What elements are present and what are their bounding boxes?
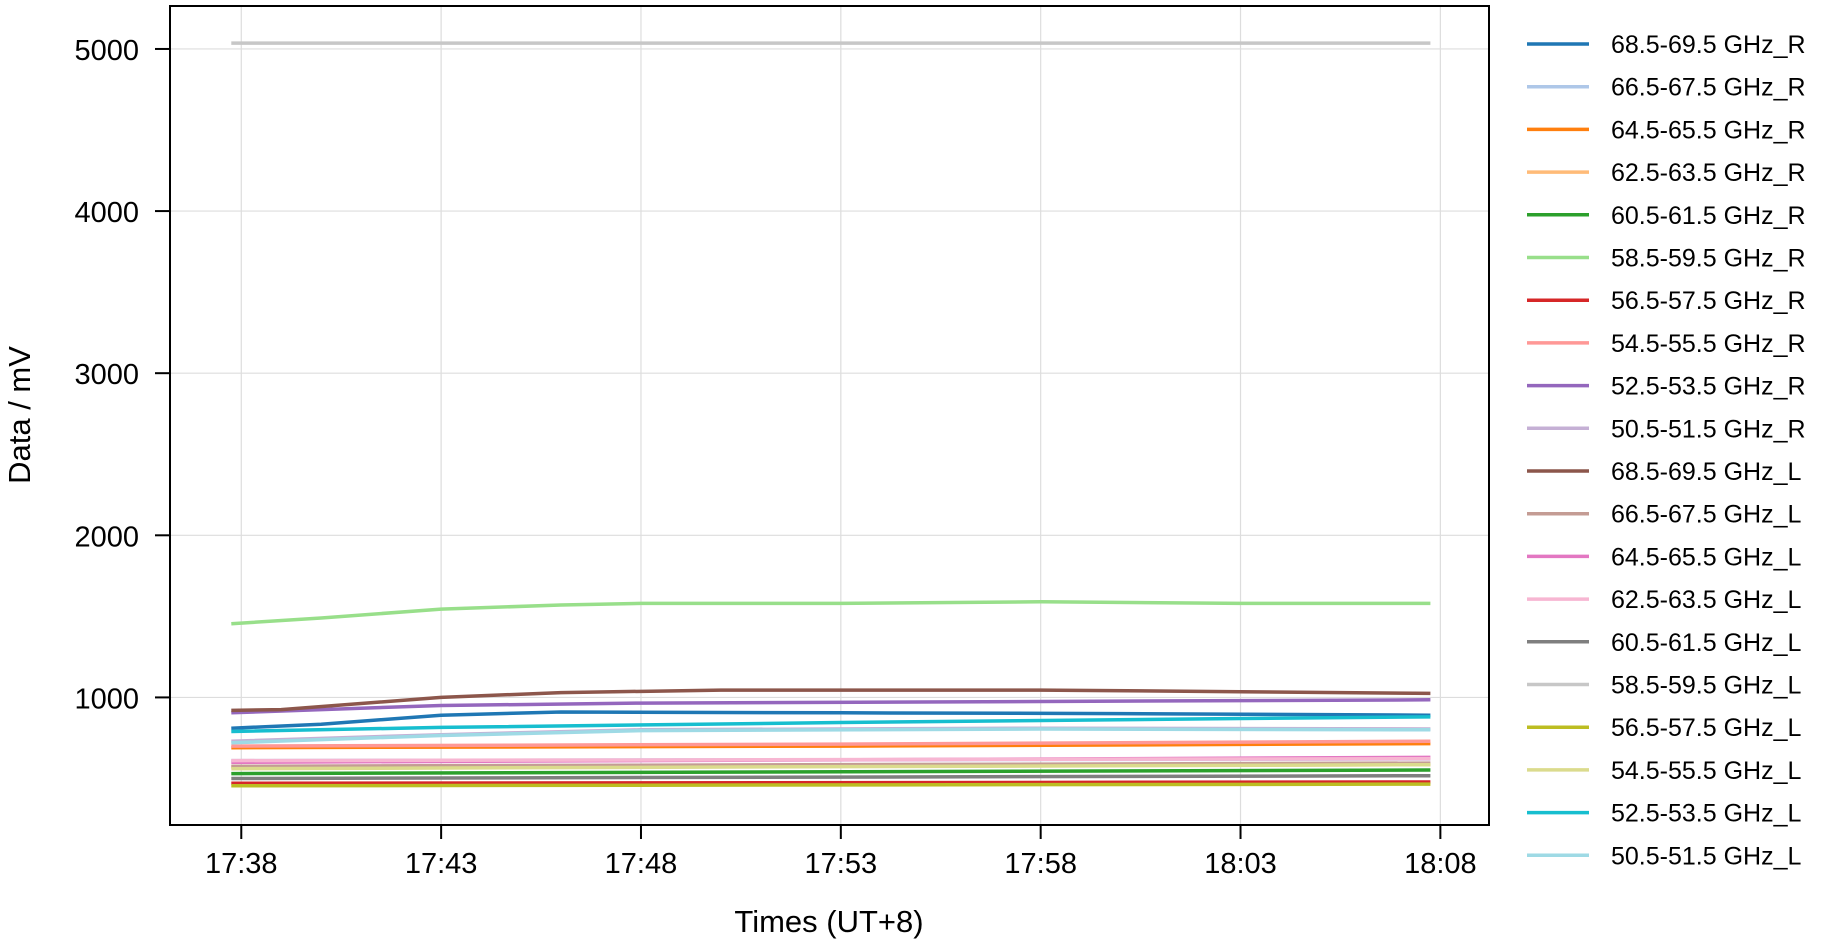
x-tick-label: 17:58 bbox=[1004, 848, 1077, 880]
series-line bbox=[231, 768, 1431, 776]
series-line bbox=[231, 739, 1431, 748]
legend-label: 58.5-59.5 GHz_L bbox=[1611, 672, 1801, 700]
plot-frame bbox=[169, 5, 1490, 826]
x-tick-label: 18:08 bbox=[1404, 848, 1477, 880]
x-axis: 17:38 17:43 17:48 17:53 17:58 18:03 18:08 bbox=[205, 825, 1477, 880]
series-line bbox=[231, 710, 1431, 730]
series-lines bbox=[231, 41, 1431, 788]
legend-label: 66.5-67.5 GHz_R bbox=[1611, 74, 1806, 102]
legend-label: 50.5-51.5 GHz_R bbox=[1611, 415, 1806, 443]
x-tick-label: 17:53 bbox=[805, 848, 878, 880]
legend-label: 64.5-65.5 GHz_L bbox=[1611, 543, 1801, 571]
legend-label: 56.5-57.5 GHz_L bbox=[1611, 714, 1801, 742]
legend-label: 64.5-65.5 GHz_R bbox=[1611, 116, 1806, 144]
x-tick-label: 17:43 bbox=[405, 848, 478, 880]
series-line bbox=[231, 698, 1431, 715]
x-tick-label: 17:38 bbox=[205, 848, 278, 880]
legend-label: 50.5-51.5 GHz_L bbox=[1611, 842, 1801, 870]
legend-label: 56.5-57.5 GHz_R bbox=[1611, 287, 1806, 315]
legend-label: 62.5-63.5 GHz_L bbox=[1611, 586, 1801, 614]
series-line bbox=[231, 780, 1431, 786]
legend-label: 62.5-63.5 GHz_R bbox=[1611, 159, 1806, 187]
series-line bbox=[231, 727, 1431, 745]
grid bbox=[170, 6, 1489, 825]
legend-label: 54.5-55.5 GHz_L bbox=[1611, 757, 1801, 785]
legend-label: 66.5-67.5 GHz_L bbox=[1611, 501, 1801, 529]
legend-label: 68.5-69.5 GHz_L bbox=[1611, 458, 1801, 486]
series-line bbox=[231, 782, 1431, 788]
series-line bbox=[231, 762, 1431, 771]
legend-label: 58.5-59.5 GHz_R bbox=[1611, 245, 1806, 273]
legend-label: 68.5-69.5 GHz_R bbox=[1611, 31, 1806, 59]
legend-label: 52.5-53.5 GHz_L bbox=[1611, 800, 1801, 828]
y-tick-label: 3000 bbox=[74, 359, 139, 391]
series-line bbox=[231, 600, 1431, 626]
x-tick-label: 17:48 bbox=[605, 848, 678, 880]
y-axis-label: Data / mV bbox=[2, 346, 37, 484]
x-axis-label: Times (UT+8) bbox=[734, 904, 923, 939]
series-line bbox=[231, 756, 1431, 763]
y-tick-label: 2000 bbox=[74, 521, 139, 553]
y-axis: 1000 2000 3000 4000 5000 bbox=[74, 35, 170, 715]
legend-label: 52.5-53.5 GHz_R bbox=[1611, 373, 1806, 401]
legend-label: 54.5-55.5 GHz_R bbox=[1611, 330, 1806, 358]
x-tick-label: 18:03 bbox=[1204, 848, 1277, 880]
y-tick-label: 4000 bbox=[74, 197, 139, 229]
series-line bbox=[231, 773, 1431, 781]
y-tick-label: 5000 bbox=[74, 35, 139, 67]
legend-label: 60.5-61.5 GHz_R bbox=[1611, 202, 1806, 230]
legend: 68.5-69.5 GHz_R 66.5-67.5 GHz_R 64.5-65.5 … bbox=[1527, 31, 1806, 870]
series-line bbox=[231, 715, 1431, 734]
legend-label: 60.5-61.5 GHz_L bbox=[1611, 629, 1801, 657]
y-tick-label: 1000 bbox=[74, 683, 139, 715]
series-line bbox=[231, 688, 1431, 713]
